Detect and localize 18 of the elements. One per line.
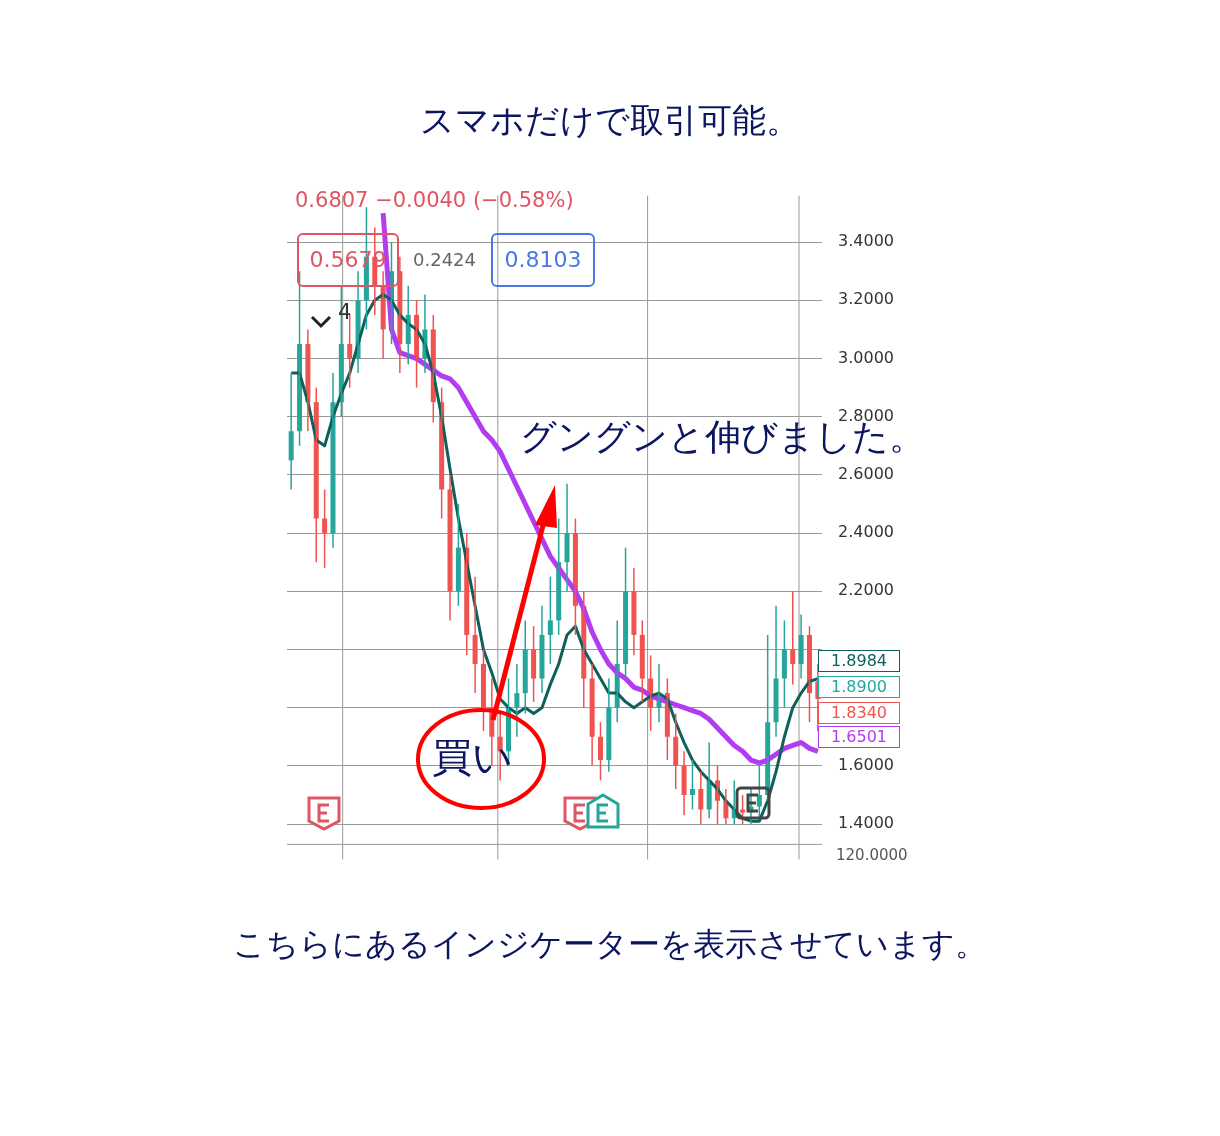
y-tick-label: 2.6000 [838, 464, 894, 484]
text: こちらにあるインジケーターを表示させています。 [232, 924, 988, 965]
annotation: 0.2424 [413, 249, 476, 270]
y-tick-label: 3.2000 [838, 289, 894, 309]
text: 1.6501 [818, 726, 900, 748]
y-tick-label: 3.4000 [838, 231, 894, 251]
text: 1.8340 [818, 702, 900, 724]
y-tick-label: 1.4000 [838, 813, 894, 833]
y-tick-label: 2.4000 [838, 522, 894, 542]
annotation: 0.8103 [491, 233, 595, 287]
y-tick-label: 3.0000 [838, 347, 894, 367]
y-tick-label: 2.2000 [838, 580, 894, 600]
chart-title: スマホだけで取引可能。 [419, 99, 801, 142]
text: 1.8984 [818, 650, 900, 672]
annotation: 0.6807 −0.0040 (−0.58%) [295, 188, 574, 212]
text: 120.0000 [836, 846, 908, 864]
y-tick-label: 1.6000 [838, 755, 894, 774]
text: 1.8900 [818, 676, 900, 698]
